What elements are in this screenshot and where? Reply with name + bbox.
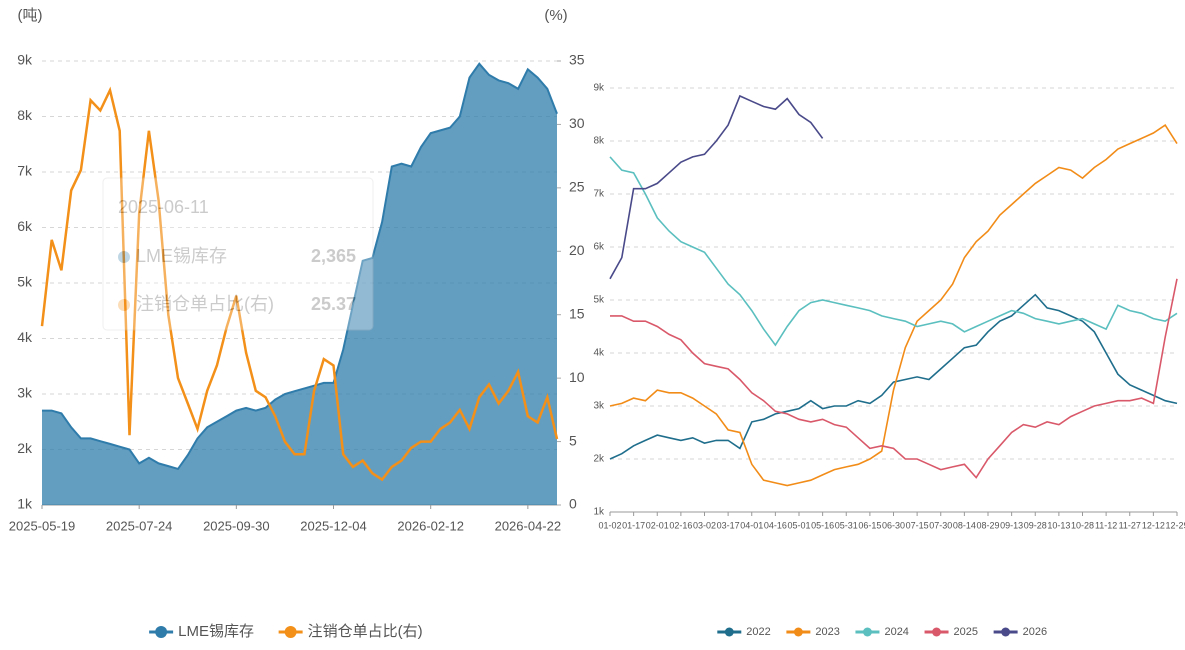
x-tick-label: 10-28 [1071,520,1094,530]
x-tick-label: 2026-02-12 [397,518,464,533]
x-tick-label: 09-13 [1000,520,1023,530]
legend-marker [1001,627,1011,637]
y2-tick-label: 30 [569,115,585,131]
legend-marker [155,626,168,638]
y-tick-label: 5k [593,295,605,306]
y2-tick-label: 10 [569,369,585,385]
tooltip-name: LME锡库存 [136,246,227,266]
x-tick-label: 05-01 [787,520,810,530]
x-tick-label: 03-02 [693,520,716,530]
x-tick-label: 10-13 [1047,520,1070,530]
legend-label: 2023 [815,626,839,638]
legend-marker [862,627,872,637]
y-tick-label: 4k [17,329,33,345]
x-tick-label: 01-17 [622,520,645,530]
x-tick-label: 04-16 [764,520,787,530]
legend-marker [724,627,734,637]
series-line [609,94,824,280]
y-tick-label: 7k [17,163,33,179]
y-tick-label: 3k [593,401,605,412]
y-tick-label: 9k [17,52,33,68]
y-tick-label: 1k [593,507,605,518]
y-tick-label: 4k [593,348,605,359]
y2-tick-label: 5 [569,432,577,448]
legend-label: 注销仓单占比(右) [308,623,423,640]
y-tick-label: 8k [17,107,33,123]
series-line [40,86,559,482]
series-line [610,278,1178,479]
tooltip-box [102,177,374,331]
series-line [609,293,1178,460]
x-tick-label: 01-02 [598,520,621,530]
x-tick-label: 2025-09-30 [203,518,270,533]
y2-tick-label: 15 [569,305,585,321]
legend-marker [284,626,297,638]
x-tick-label: 09-28 [1024,520,1047,530]
x-tick-label: 08-14 [953,520,976,530]
x-tick-label: 02-16 [669,520,692,530]
tooltip-dot [118,299,130,311]
y-tick-label: 8k [593,136,605,147]
y2-axis-unit: (%) [544,7,567,24]
x-tick-label: 06-15 [858,520,881,530]
tooltip-name: 注销仓单占比(右) [136,294,274,314]
legend-label: 2022 [746,626,770,638]
x-tick-label: 07-30 [929,520,952,530]
legend-marker [793,627,803,637]
x-tick-label: 03-17 [717,520,740,530]
y-tick-label: 7k [593,189,605,200]
legend-marker [932,627,942,637]
tooltip-title: 2025-06-11 [118,197,209,217]
x-tick-label: 2025-07-24 [106,518,173,533]
x-tick-label: 05-31 [835,520,858,530]
y-tick-label: 1k [17,496,33,512]
tooltip-dot [118,251,130,263]
y2-tick-label: 0 [569,496,577,512]
area-line [42,62,558,471]
legend-label: 2026 [1023,626,1047,638]
x-tick-label: 11-27 [1119,520,1141,530]
y-tick-label: 6k [17,218,33,234]
x-tick-label: 07-15 [906,520,929,530]
x-tick-label: 2025-12-04 [300,518,367,533]
area-fill [42,63,557,506]
series-line [609,156,1178,347]
y-tick-label: 2k [17,440,33,456]
y-tick-label: 9k [593,83,605,94]
x-tick-label: 2026-04-22 [495,518,562,533]
x-tick-label: 04-01 [740,520,763,530]
x-tick-label: 12-12 [1142,520,1165,530]
x-tick-label: 05-16 [811,520,834,530]
x-tick-label: 12-29 [1165,520,1185,530]
tooltip: 2025-06-11 LME锡库存 2,365 注销仓单占比(右) 25.37 [102,177,374,331]
y-tick-label: 5k [17,274,33,290]
x-tick-label: 2025-05-19 [9,518,76,533]
x-tick-label: 08-29 [976,520,999,530]
legend-label: LME锡库存 [178,623,254,640]
legend-label: 2024 [884,626,908,638]
y-tick-label: 2k [593,454,605,465]
y-tick-label: 3k [17,385,33,401]
y2-tick-label: 20 [569,242,585,258]
tooltip-value: 2,365 [311,246,356,266]
tooltip-value: 25.37 [311,294,356,314]
y-tick-label: 6k [593,242,605,253]
x-tick-label: 11-12 [1095,520,1117,530]
x-tick-label: 02-01 [646,520,669,530]
x-tick-label: 06-30 [882,520,905,530]
y2-tick-label: 35 [569,52,585,68]
series-line [609,123,1178,487]
legend-label: 2025 [954,626,978,638]
y2-tick-label: 25 [569,179,585,195]
y-axis-unit: (吨) [18,7,43,24]
